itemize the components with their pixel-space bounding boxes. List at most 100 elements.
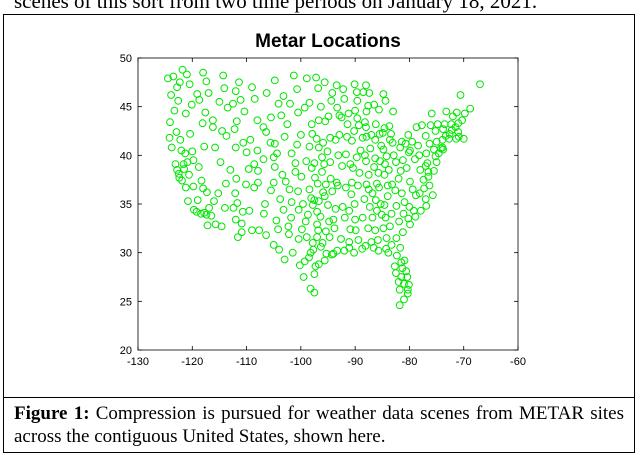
data-point [300,257,309,266]
data-point [327,96,336,105]
data-point [441,132,450,140]
data-point [274,99,283,108]
data-point [176,135,185,144]
data-point [250,183,259,192]
data-point [219,71,228,80]
data-point [285,230,293,239]
data-point [248,83,256,92]
data-point [302,233,311,242]
data-point [193,196,202,205]
data-point [355,169,364,177]
data-points [164,65,484,310]
data-point [253,146,262,155]
data-point [403,285,412,294]
data-point [351,106,360,115]
data-point [226,166,235,174]
y-tick-label: 45 [120,102,132,114]
data-point [454,132,463,141]
data-point [356,146,365,155]
data-point [345,243,354,252]
preceding-body-text: scenes of this sort from two time period… [14,0,538,13]
data-point [262,231,271,240]
data-point [338,162,347,170]
data-point [267,186,275,195]
data-point [396,143,405,152]
data-point [261,200,269,208]
data-point [234,233,242,242]
data-point [342,183,350,192]
data-point [174,96,183,105]
data-point [408,185,417,194]
data-point [275,245,284,254]
data-point [421,132,430,140]
data-point [233,199,242,207]
data-point [362,107,371,116]
data-point [428,191,437,200]
data-point [399,156,407,165]
data-point [199,68,208,77]
data-point [402,164,411,172]
data-point [337,235,345,243]
data-point [305,98,314,107]
data-point [368,189,377,198]
data-point [318,239,327,247]
data-point [269,241,278,249]
data-point [313,179,322,188]
data-point [200,208,209,217]
data-point [293,140,302,149]
data-point [310,270,319,279]
data-point [331,135,340,144]
data-point [380,124,389,132]
data-point [449,112,457,121]
data-point [183,70,191,79]
data-point [276,195,285,204]
data-point [231,189,240,198]
data-point [335,111,344,120]
data-point [430,145,438,154]
data-point [318,168,326,176]
data-point [236,96,245,104]
data-point [362,157,370,166]
data-point [198,119,207,128]
data-point [284,222,293,231]
data-point [333,246,342,255]
data-point [204,89,213,97]
data-point [189,182,198,191]
data-point [392,158,400,167]
data-point [313,233,322,242]
caption-text: Compression is pursued for weather data … [14,403,624,447]
data-point [174,169,183,178]
data-point [314,197,323,206]
data-point [349,164,357,172]
data-point [411,155,419,164]
data-point [395,217,404,226]
data-point [406,220,414,229]
data-point [385,122,394,130]
data-point [392,202,401,210]
data-point [254,178,262,187]
data-point [344,109,353,118]
data-point [378,129,387,137]
data-point [314,116,323,125]
data-point [427,109,436,118]
data-point [438,143,447,152]
data-point [312,134,321,143]
data-point [235,78,243,87]
data-point [323,147,332,156]
data-point [365,203,374,211]
data-point [395,285,404,294]
data-point [267,113,275,122]
data-point [432,158,441,167]
data-point [379,90,388,98]
data-point [313,207,322,216]
data-point [408,137,417,146]
data-point [358,213,367,222]
data-point [203,188,211,197]
data-point [297,131,305,139]
data-point [250,160,259,169]
data-point [205,204,214,212]
y-tick-label: 30 [120,248,132,260]
data-point [165,133,174,142]
data-point [381,96,390,105]
data-point [287,198,296,207]
